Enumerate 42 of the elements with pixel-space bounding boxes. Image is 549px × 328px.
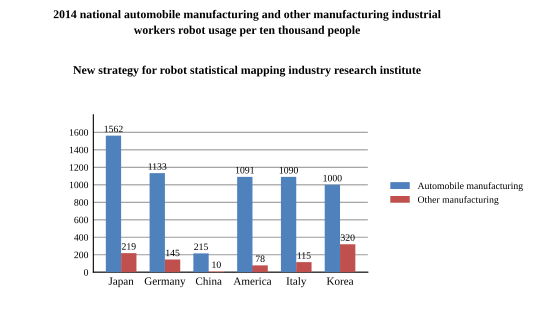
data-label: 1133 xyxy=(148,163,166,170)
bar xyxy=(324,184,340,272)
x-tick-label: Italy xyxy=(286,277,306,288)
y-tick-label: 600 xyxy=(74,216,88,224)
data-label: 115 xyxy=(298,252,311,259)
x-tick-label: Germany xyxy=(144,277,186,288)
bar xyxy=(280,176,296,272)
y-tick-label: 1600 xyxy=(70,129,88,136)
y-tick-label: 1000 xyxy=(70,182,88,188)
x-tick-label: America xyxy=(233,277,272,285)
data-label: 1000 xyxy=(324,174,342,182)
y-tick-label: 0 xyxy=(84,269,88,276)
bar xyxy=(150,173,165,272)
y-tick-label: 1400 xyxy=(70,146,88,154)
data-label: 1090 xyxy=(280,166,298,174)
y-tick-label: 400 xyxy=(74,234,88,241)
bar xyxy=(296,262,312,272)
chart-title: 2014 national automobile manufacturing and other manufacturing industrial workers robot usage per ten thousand people xyxy=(54,10,441,36)
bar xyxy=(121,253,136,272)
data-label: 78 xyxy=(256,255,265,262)
x-tick-label: Korea xyxy=(326,278,354,285)
y-tick-label: 1200 xyxy=(70,164,88,171)
legend-label: Automobile manufacturing xyxy=(418,182,523,192)
data-label: 10 xyxy=(212,261,221,268)
chart-subtitle: New strategy for robot statistical mapping industry research institute xyxy=(73,66,421,77)
x-tick-label: China xyxy=(196,277,222,285)
data-label: 145 xyxy=(166,250,180,256)
data-label: 1562 xyxy=(104,126,123,132)
bar xyxy=(252,265,268,272)
data-label: 215 xyxy=(194,244,208,250)
legend-label: Other manufacturing xyxy=(418,196,499,205)
bar xyxy=(164,260,180,272)
data-label: 320 xyxy=(340,234,355,241)
x-tick-label: Japan xyxy=(108,278,134,288)
y-tick-label: 800 xyxy=(74,199,88,206)
bar xyxy=(340,244,356,272)
bar xyxy=(106,136,122,272)
y-tick-label: 200 xyxy=(74,252,88,258)
data-label: 219 xyxy=(122,243,136,250)
data-label: 1091 xyxy=(236,166,254,174)
bar xyxy=(237,176,252,272)
bar xyxy=(193,253,209,272)
